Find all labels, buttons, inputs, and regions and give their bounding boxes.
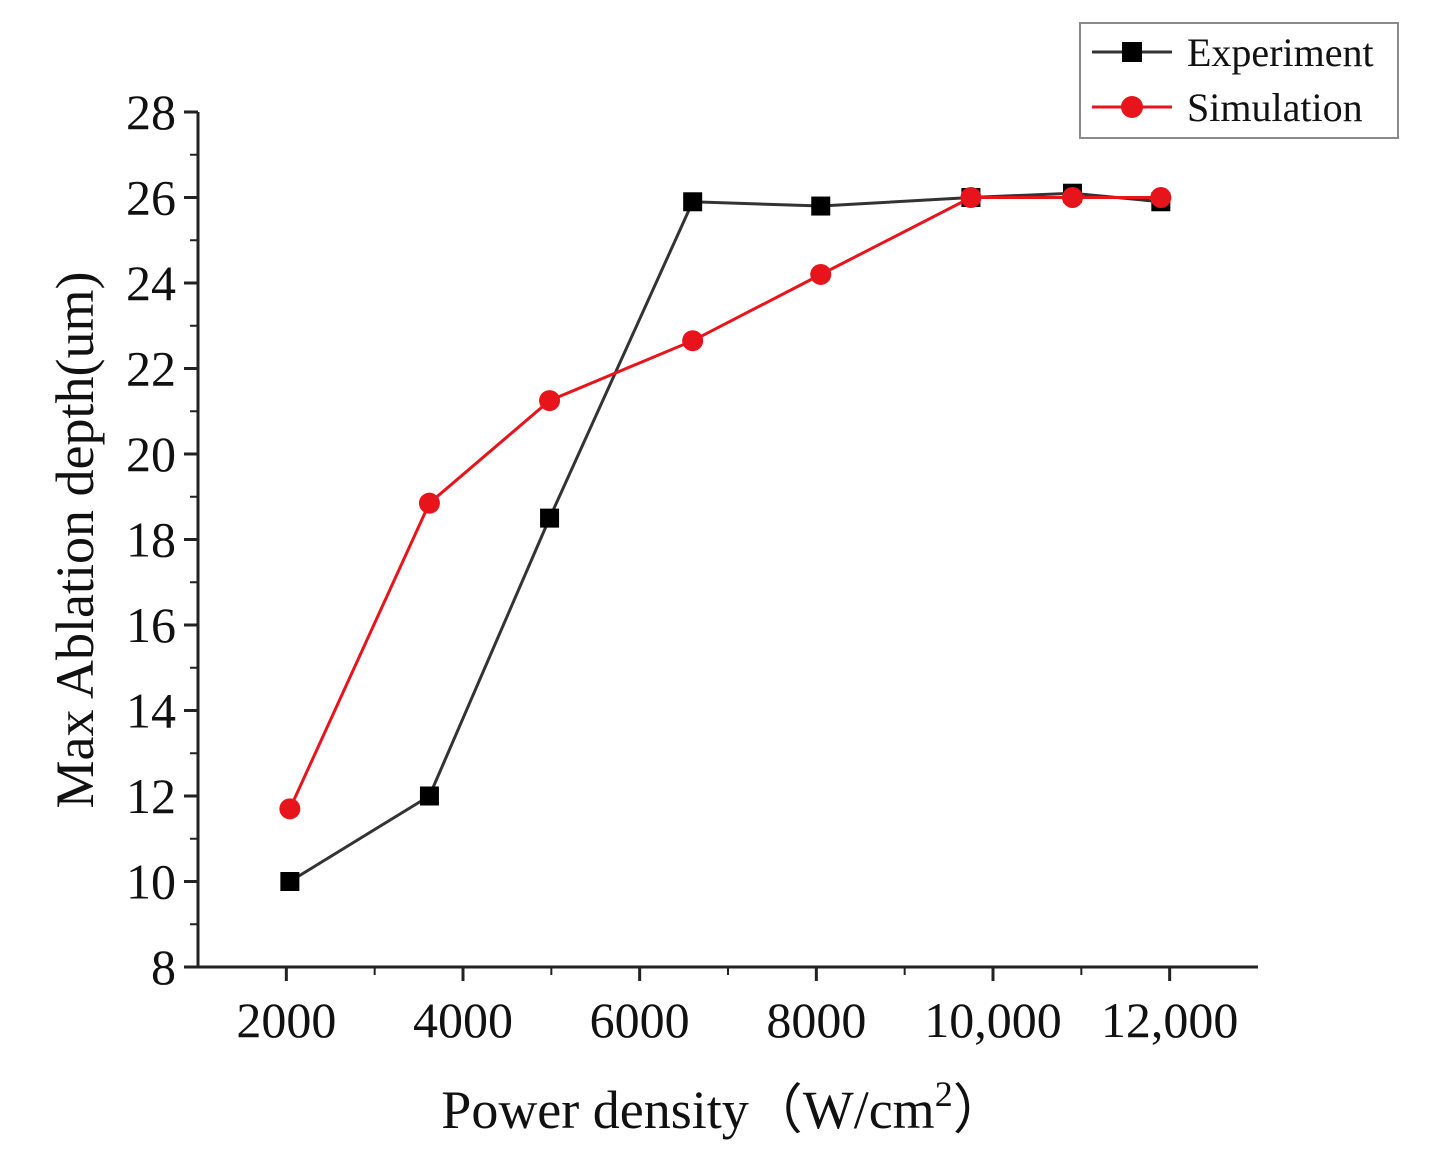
- data-point-experiment: [280, 872, 300, 891]
- series-line-experiment: [289, 191, 1161, 883]
- series-simulation: [279, 187, 1172, 820]
- x-tick-label: 12,000: [1101, 992, 1239, 1048]
- x-tick-label: 8000: [766, 992, 866, 1048]
- y-axis-title: Max Ablation depth(um): [45, 272, 105, 809]
- y-tick-label: 22: [126, 341, 176, 397]
- y-tick-label: 14: [126, 683, 176, 739]
- data-point-experiment: [540, 508, 560, 528]
- x-axis-title: Power density（W/cm2）: [441, 1074, 1006, 1140]
- x-axis-title-main: Power density（W/cm: [441, 1080, 934, 1140]
- data-point-simulation: [810, 263, 832, 285]
- legend-label-experiment: Experiment: [1187, 30, 1374, 75]
- legend-marker-experiment: [1122, 42, 1142, 62]
- legend-item-simulation: Simulation: [1092, 85, 1363, 130]
- legend-label-simulation: Simulation: [1187, 85, 1363, 130]
- legend-marker-simulation: [1121, 96, 1143, 118]
- legend-item-experiment: Experiment: [1092, 30, 1374, 75]
- data-point-simulation: [960, 187, 982, 208]
- x-axis-title-superscript: 2: [935, 1074, 953, 1114]
- legend: Experiment Simulation: [1079, 22, 1399, 139]
- x-axis-title-close: ）: [953, 1080, 1007, 1140]
- series-line-simulation: [288, 196, 1161, 810]
- data-point-simulation: [539, 390, 561, 412]
- x-tick-label: 4000: [413, 992, 513, 1048]
- ticks: 8 10 12 14 16 18 20 22 24 26 28 2000 4000 6000 8000 10,…: [126, 84, 1238, 1048]
- data-point-simulation: [279, 798, 301, 820]
- y-tick-label: 12: [126, 768, 176, 824]
- y-tick-label: 20: [126, 426, 176, 482]
- data-point-simulation: [682, 330, 704, 352]
- y-tick-label: 8: [151, 939, 176, 995]
- data-point-simulation: [1062, 187, 1083, 208]
- data-point-experiment: [683, 192, 703, 212]
- y-tick-label: 24: [126, 255, 176, 311]
- y-tick-label: 28: [126, 84, 176, 140]
- y-tick-label: 18: [126, 512, 176, 568]
- data-point-experiment: [811, 196, 831, 216]
- x-tick-label: 2000: [236, 992, 336, 1048]
- data-point-simulation: [1150, 187, 1172, 208]
- x-tick-label: 10,000: [924, 992, 1062, 1048]
- series: [279, 183, 1172, 891]
- x-tick-label: 6000: [590, 992, 690, 1048]
- y-tick-label: 26: [126, 170, 176, 226]
- y-tick-label: 16: [126, 597, 176, 653]
- y-tick-label: 10: [126, 854, 176, 910]
- data-point-experiment: [419, 786, 439, 806]
- data-point-simulation: [418, 492, 440, 514]
